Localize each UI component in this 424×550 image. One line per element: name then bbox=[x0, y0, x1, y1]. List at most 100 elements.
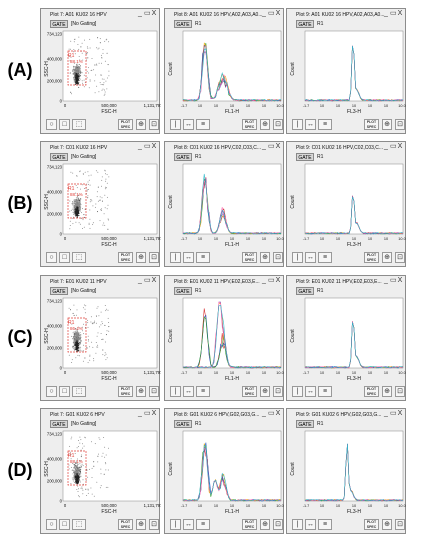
list-button[interactable]: ≡ bbox=[196, 386, 210, 397]
zoom-button[interactable]: ⊕ bbox=[382, 386, 392, 397]
region-button[interactable]: ⬚ bbox=[72, 519, 86, 530]
zoom-button[interactable]: ⊕ bbox=[260, 119, 270, 130]
circle-button[interactable]: ○ bbox=[46, 119, 57, 130]
fl3-histogram[interactable]: Count -1.7 10 10 10 10 10 10.0 FL3-H bbox=[287, 296, 407, 386]
range-button[interactable]: ↔ bbox=[305, 119, 316, 130]
fit-button[interactable]: ⊡ bbox=[395, 386, 405, 397]
gate-button[interactable]: GATE bbox=[174, 420, 192, 428]
range-button[interactable]: ↔ bbox=[183, 252, 194, 263]
restore-button[interactable]: ▭ bbox=[268, 143, 275, 150]
list-button[interactable]: ≡ bbox=[318, 519, 332, 530]
plot-spec-button[interactable]: PLOT SPEC bbox=[118, 119, 133, 130]
marker-button[interactable]: | bbox=[170, 119, 181, 130]
gate-button[interactable]: GATE bbox=[174, 153, 192, 161]
restore-button[interactable]: ▭ bbox=[144, 410, 151, 417]
close-button[interactable]: X bbox=[151, 10, 157, 17]
gate-button[interactable]: GATE bbox=[296, 420, 314, 428]
fl3-histogram[interactable]: Count -1.7 10 10 10 10 10 10.0 FL3-H bbox=[287, 162, 407, 252]
zoom-button[interactable]: ⊕ bbox=[136, 519, 146, 530]
close-button[interactable]: X bbox=[397, 277, 403, 284]
fl1-histogram[interactable]: Count -1.7 10 10 10 10 10 10.0 FL1-H bbox=[165, 429, 285, 519]
list-button[interactable]: ≡ bbox=[318, 386, 332, 397]
plot-spec-button[interactable]: PLOT SPEC bbox=[242, 386, 257, 397]
gate-button[interactable]: GATE bbox=[174, 20, 192, 28]
list-button[interactable]: ≡ bbox=[196, 252, 210, 263]
fl1-histogram[interactable]: Count -1.7 10 10 10 10 10 10.0 FL1-H bbox=[165, 296, 285, 386]
minimize-button[interactable]: _ bbox=[138, 10, 142, 17]
minimize-button[interactable]: _ bbox=[138, 277, 142, 284]
zoom-button[interactable]: ⊕ bbox=[136, 119, 146, 130]
minimize-button[interactable]: _ bbox=[138, 143, 142, 150]
circle-button[interactable]: ○ bbox=[46, 252, 57, 263]
fit-button[interactable]: ⊡ bbox=[149, 519, 159, 530]
range-button[interactable]: ↔ bbox=[183, 386, 194, 397]
fit-button[interactable]: ⊡ bbox=[149, 252, 159, 263]
marker-button[interactable]: | bbox=[170, 386, 181, 397]
region-button[interactable]: ⬚ bbox=[72, 252, 86, 263]
fit-button[interactable]: ⊡ bbox=[149, 386, 159, 397]
fit-button[interactable]: ⊡ bbox=[273, 519, 283, 530]
zoom-button[interactable]: ⊕ bbox=[260, 519, 270, 530]
minimize-button[interactable]: _ bbox=[384, 143, 388, 150]
close-button[interactable]: X bbox=[151, 277, 157, 284]
zoom-button[interactable]: ⊕ bbox=[382, 252, 392, 263]
restore-button[interactable]: ▭ bbox=[390, 410, 397, 417]
fit-button[interactable]: ⊡ bbox=[273, 119, 283, 130]
gate-button[interactable]: GATE bbox=[174, 287, 192, 295]
restore-button[interactable]: ▭ bbox=[144, 277, 151, 284]
range-button[interactable]: ↔ bbox=[183, 119, 194, 130]
square-button[interactable]: □ bbox=[59, 519, 70, 530]
minimize-button[interactable]: _ bbox=[384, 410, 388, 417]
plot-spec-button[interactable]: PLOT SPEC bbox=[118, 386, 133, 397]
gate-button[interactable]: GATE bbox=[296, 287, 314, 295]
fit-button[interactable]: ⊡ bbox=[149, 119, 159, 130]
square-button[interactable]: □ bbox=[59, 252, 70, 263]
list-button[interactable]: ≡ bbox=[318, 119, 332, 130]
minimize-button[interactable]: _ bbox=[262, 143, 266, 150]
close-button[interactable]: X bbox=[275, 277, 281, 284]
region-button[interactable]: ⬚ bbox=[72, 119, 86, 130]
marker-button[interactable]: | bbox=[170, 252, 181, 263]
region-button[interactable]: ⬚ bbox=[72, 386, 86, 397]
plot-spec-button[interactable]: PLOT SPEC bbox=[242, 119, 257, 130]
marker-button[interactable]: | bbox=[292, 252, 303, 263]
zoom-button[interactable]: ⊕ bbox=[260, 386, 270, 397]
restore-button[interactable]: ▭ bbox=[268, 410, 275, 417]
marker-button[interactable]: | bbox=[170, 519, 181, 530]
fit-button[interactable]: ⊡ bbox=[395, 119, 405, 130]
marker-button[interactable]: | bbox=[292, 519, 303, 530]
list-button[interactable]: ≡ bbox=[318, 252, 332, 263]
gate-button[interactable]: GATE bbox=[50, 20, 68, 28]
gate-button[interactable]: GATE bbox=[50, 287, 68, 295]
close-button[interactable]: X bbox=[397, 10, 403, 17]
zoom-button[interactable]: ⊕ bbox=[382, 519, 392, 530]
restore-button[interactable]: ▭ bbox=[390, 10, 397, 17]
zoom-button[interactable]: ⊕ bbox=[260, 252, 270, 263]
close-button[interactable]: X bbox=[275, 410, 281, 417]
restore-button[interactable]: ▭ bbox=[144, 10, 151, 17]
plot-spec-button[interactable]: PLOT SPEC bbox=[118, 252, 133, 263]
gate-button[interactable]: GATE bbox=[50, 420, 68, 428]
plot-spec-button[interactable]: PLOT SPEC bbox=[364, 252, 379, 263]
fit-button[interactable]: ⊡ bbox=[395, 252, 405, 263]
plot-spec-button[interactable]: PLOT SPEC bbox=[242, 519, 257, 530]
fl3-histogram[interactable]: Count -1.7 10 10 10 10 10 10.0 FL3-H bbox=[287, 29, 407, 119]
gate-button[interactable]: GATE bbox=[296, 153, 314, 161]
minimize-button[interactable]: _ bbox=[262, 277, 266, 284]
plot-spec-button[interactable]: PLOT SPEC bbox=[118, 519, 133, 530]
restore-button[interactable]: ▭ bbox=[390, 143, 397, 150]
zoom-button[interactable]: ⊕ bbox=[382, 119, 392, 130]
minimize-button[interactable]: _ bbox=[262, 410, 266, 417]
marker-button[interactable]: | bbox=[292, 386, 303, 397]
range-button[interactable]: ↔ bbox=[305, 386, 316, 397]
fl1-histogram[interactable]: Count -1.7 10 10 10 10 10 10.0 FL1-H bbox=[165, 162, 285, 252]
fit-button[interactable]: ⊡ bbox=[273, 386, 283, 397]
close-button[interactable]: X bbox=[397, 410, 403, 417]
close-button[interactable]: X bbox=[275, 10, 281, 17]
restore-button[interactable]: ▭ bbox=[268, 10, 275, 17]
gate-button[interactable]: GATE bbox=[50, 153, 68, 161]
